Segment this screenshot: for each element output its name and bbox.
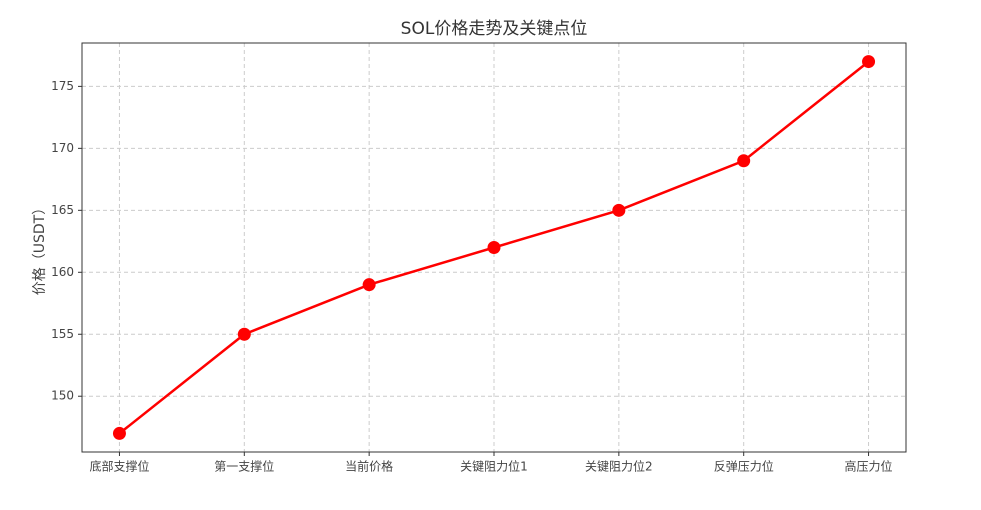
marker (237, 327, 251, 341)
x-tick-label: 高压力位 (845, 459, 893, 474)
y-tick-label: 165 (51, 203, 74, 217)
marker (737, 154, 751, 168)
y-tick-label: 155 (51, 327, 74, 341)
x-tick-label: 关键阻力位1 (460, 459, 528, 474)
marker (362, 278, 376, 292)
x-tick-label: 底部支撑位 (89, 459, 149, 474)
marker (862, 55, 876, 69)
x-tick-label: 当前价格 (345, 459, 393, 474)
x-tick-label: 第一支撑位 (214, 459, 274, 474)
y-axis-label: 价格（USDT） (32, 201, 48, 295)
plot-frame (81, 42, 907, 453)
y-tick-label: 175 (51, 79, 74, 93)
marker (487, 241, 501, 254)
marker (612, 203, 626, 217)
chart-title: SOL价格走势及关键点位 (401, 19, 588, 39)
x-tick-label: 关键阻力位2 (585, 459, 653, 474)
marker (112, 426, 126, 440)
x-tick-label: 反弹压力位 (714, 459, 774, 474)
y-tick-label: 170 (51, 141, 74, 155)
y-tick-label: 150 (51, 389, 74, 403)
y-tick-label: 160 (51, 265, 74, 279)
